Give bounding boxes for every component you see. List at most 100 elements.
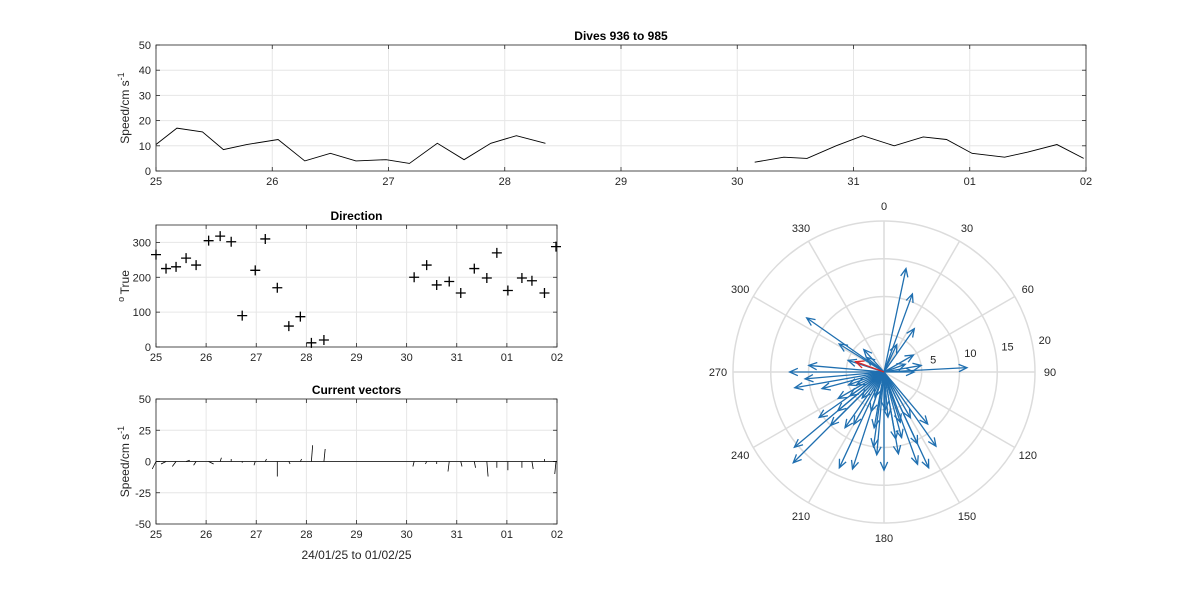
current-vector-stick: [219, 457, 222, 462]
direction-point: [444, 276, 455, 287]
polar-arrow-head: [958, 363, 969, 373]
polar-arrow: [883, 364, 922, 373]
polar-arrow-head: [902, 408, 912, 420]
x-tick-label: 02: [551, 352, 563, 364]
direction-point: [237, 310, 248, 321]
polar-arrow-head: [904, 354, 915, 363]
current-vector-stick: [310, 445, 314, 462]
theta-tick-label: 270: [709, 367, 727, 379]
polar-arrow-head: [803, 373, 814, 383]
polar-arrow-head: [927, 437, 937, 448]
chart-title: Dives 936 to 985: [574, 29, 668, 43]
polar-arrow-head: [871, 418, 880, 430]
current-vector-stick: [460, 461, 463, 467]
polar-spoke: [883, 371, 1016, 449]
polar-arrow-head: [855, 377, 866, 386]
x-tick-label: 01: [501, 529, 513, 541]
direction-point: [431, 279, 442, 290]
y-axis-label: Speed/cm s-1: [116, 426, 132, 497]
current-vector-stick: [185, 459, 190, 462]
current-vector-stick: [531, 461, 534, 470]
current-vector-stick: [193, 461, 197, 466]
current-vector-stick: [473, 461, 476, 468]
polar-axes: 0 30 60 90 120 150 180 210 240 270 300 330 5 10 15 20: [709, 201, 1056, 545]
direction-point: [469, 263, 480, 274]
polar-arrow-head: [873, 446, 882, 457]
polar-arrow: [863, 349, 885, 373]
x-tick-label: 26: [266, 176, 278, 188]
polar-arrow: [883, 293, 914, 373]
polar-arrow-head: [892, 444, 902, 456]
polar-arrow-head: [912, 362, 923, 372]
direction-point: [491, 247, 502, 258]
speed-series-line: [754, 135, 1084, 163]
polar-mean-arrow: [855, 361, 885, 373]
y-tick-label: 30: [139, 90, 151, 102]
current-vector-stick: [160, 461, 167, 465]
y-tick-label: 25: [139, 425, 151, 437]
polar-arrow-head: [853, 415, 862, 426]
theta-tick-label: 60: [1022, 284, 1034, 296]
theta-tick-label: 240: [731, 450, 749, 462]
direction-point: [215, 231, 226, 242]
polar-arrow: [883, 371, 911, 419]
theta-tick-label: 150: [958, 511, 976, 523]
r-tick-label: 10: [964, 348, 976, 360]
theta-tick-label: 180: [875, 533, 893, 545]
direction-point: [283, 321, 294, 332]
polar-arrow-head: [910, 434, 919, 446]
polar-arrow-head: [837, 343, 849, 352]
current-vector-stick: [425, 461, 428, 465]
polar-arrow-head: [879, 461, 889, 472]
y-tick-label: 0: [145, 457, 151, 469]
polar-arrow-head: [793, 438, 804, 449]
polar-arrow-head: [829, 416, 840, 427]
y-tick-label: 300: [133, 237, 151, 249]
y-tick-label: 10: [139, 141, 151, 153]
polar-arrow: [883, 371, 903, 438]
polar-spoke: [807, 240, 885, 373]
direction-point: [171, 261, 182, 272]
polar-arrow-head: [793, 382, 804, 391]
direction-point: [409, 272, 420, 283]
y-tick-label: 0: [145, 166, 151, 178]
polar-arrow: [838, 343, 885, 373]
x-tick-label: 28: [499, 176, 511, 188]
direction-point: [421, 260, 432, 271]
theta-tick-label: 330: [792, 223, 810, 235]
polar-arrow-head: [862, 348, 873, 359]
polar-arrow: [883, 371, 889, 418]
polar-arrow: [830, 371, 885, 426]
polar-arrow: [838, 371, 885, 469]
theta-tick-label: 30: [961, 223, 973, 235]
x-tick-label: 29: [350, 352, 362, 364]
x-tick-label: 29: [615, 176, 627, 188]
y-tick-label: 100: [133, 307, 151, 319]
theta-tick-label: 120: [1019, 450, 1037, 462]
polar-arrow-head: [869, 402, 878, 414]
direction-point: [272, 282, 283, 293]
polar-arrow-head: [836, 402, 847, 412]
chart-title: Current vectors: [312, 383, 402, 397]
polar-arrow-head: [900, 267, 909, 278]
x-tick-label: 27: [382, 176, 394, 188]
direction-point: [226, 236, 237, 247]
polar-arrow: [883, 363, 906, 373]
polar-arrow: [844, 371, 885, 429]
direction-point: [550, 241, 561, 252]
x-tick-label: 26: [200, 352, 212, 364]
x-tick-label: 28: [300, 352, 312, 364]
current-vector-stick: [447, 461, 450, 472]
axes-speed: 25 26 27 28 29 30 31 01 02 0 10 20 30 40 50 Dives 936 t…: [116, 29, 1092, 188]
y-tick-label: -50: [135, 519, 151, 531]
current-vector-stick: [171, 461, 177, 467]
x-axis-label: 24/01/25 to 01/02/25: [301, 548, 411, 562]
x-tick-label: 27: [250, 352, 262, 364]
current-vector-stick: [323, 448, 326, 462]
polar-arrow-head: [788, 367, 799, 377]
polar-arrow-head: [850, 459, 860, 471]
polar-arrow: [883, 371, 919, 465]
y-axis-label: o True: [116, 270, 132, 302]
polar-arrow: [837, 371, 885, 412]
polar-arrow-head: [807, 361, 818, 371]
